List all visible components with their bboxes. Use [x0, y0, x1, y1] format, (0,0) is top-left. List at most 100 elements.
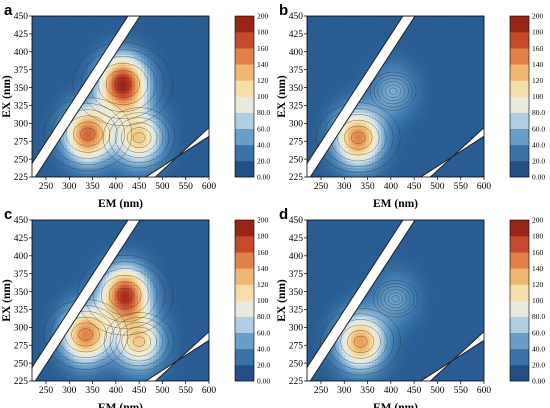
heatmap-cell — [339, 28, 343, 33]
heatmap-cell — [348, 64, 352, 68]
heatmap-cell — [194, 28, 198, 33]
heatmap-cell — [152, 44, 157, 49]
heatmap-cell — [185, 22, 189, 27]
heatmap-cell — [407, 57, 411, 62]
heatmap-cell — [120, 93, 124, 97]
heatmap-cell — [307, 16, 311, 20]
heatmap-cell — [111, 131, 115, 136]
heatmap-cell — [413, 109, 417, 113]
heatmap-cell — [307, 28, 311, 33]
heatmap-cell — [309, 38, 314, 43]
heatmap-cell — [32, 102, 36, 107]
heatmap-cell — [117, 22, 121, 27]
heatmap-cell — [32, 16, 36, 20]
heatmap-cell — [167, 115, 172, 120]
colorbar-label: 180 — [257, 28, 269, 37]
heatmap-cell — [73, 38, 77, 43]
heatmap-cell — [318, 77, 323, 81]
heatmap-cell — [40, 90, 45, 94]
heatmap-cell — [70, 70, 74, 75]
heatmap-cell — [170, 112, 174, 117]
heatmap-cell — [360, 128, 364, 133]
heatmap-cell — [114, 67, 118, 72]
heatmap-cell — [321, 57, 326, 62]
heatmap-cell — [336, 164, 340, 168]
heatmap-cell — [123, 70, 127, 75]
heatmap-cell — [135, 22, 139, 27]
heatmap-cell — [392, 96, 396, 101]
heatmap-cell — [135, 128, 139, 133]
heatmap-cell — [363, 128, 367, 133]
heatmap-cell — [404, 131, 408, 136]
heatmap-cell — [363, 61, 367, 65]
heatmap-cell — [152, 160, 157, 165]
heatmap-cell — [401, 44, 405, 49]
heatmap-cell — [61, 93, 65, 97]
heatmap-cell — [164, 54, 169, 59]
heatmap-cell — [368, 102, 373, 107]
heatmap-cell — [336, 170, 340, 175]
heatmap-cell — [307, 77, 311, 81]
heatmap-cell — [182, 38, 186, 43]
heatmap-cell — [410, 170, 414, 175]
heatmap-cell — [345, 122, 349, 126]
heatmap-cell — [82, 80, 86, 85]
heatmap-cell — [416, 160, 420, 165]
heatmap-cell — [339, 170, 343, 175]
heatmap-cell — [386, 115, 390, 120]
heatmap-cell — [61, 22, 65, 27]
heatmap-cell — [318, 135, 323, 139]
heatmap-cell — [152, 96, 157, 101]
heatmap-cell — [342, 151, 346, 155]
heatmap-cell — [380, 77, 385, 81]
heatmap-cell — [129, 35, 133, 39]
heatmap-cell — [321, 167, 326, 171]
heatmap-cell — [108, 67, 113, 72]
heatmap-cell — [96, 135, 101, 139]
heatmap-cell — [401, 48, 405, 52]
heatmap-cell — [374, 32, 379, 36]
heatmap-cell — [138, 41, 142, 46]
heatmap-cell — [345, 22, 349, 27]
heatmap-cell — [371, 38, 376, 43]
heatmap-cell — [170, 64, 174, 68]
heatmap-cell — [67, 131, 71, 136]
heatmap-cell — [161, 61, 166, 65]
heatmap-cell — [76, 22, 80, 27]
heatmap-cell — [377, 128, 382, 133]
heatmap-cell — [117, 93, 121, 97]
heatmap-cell — [150, 25, 154, 30]
heatmap-cell — [32, 93, 36, 97]
heatmap-cell — [111, 16, 115, 20]
heatmap-cell — [55, 32, 59, 36]
heatmap-cell — [34, 54, 39, 59]
heatmap-cell — [46, 22, 51, 27]
heatmap-cell — [144, 115, 148, 120]
heatmap-cell — [318, 90, 323, 94]
heatmap-cell — [401, 86, 405, 91]
heatmap-cell — [132, 99, 136, 104]
heatmap-cell — [366, 32, 370, 36]
heatmap-cell — [88, 54, 92, 59]
heatmap-cell — [342, 48, 346, 52]
heatmap-cell — [410, 28, 414, 33]
heatmap-cell — [321, 170, 326, 175]
heatmap-cell — [330, 148, 334, 152]
heatmap-cell — [336, 61, 340, 65]
heatmap-cell — [144, 90, 148, 94]
heatmap-cell — [351, 48, 355, 52]
heatmap-cell — [117, 144, 121, 149]
heatmap-cell — [55, 44, 59, 49]
heatmap-cell — [197, 167, 201, 171]
heatmap-cell — [200, 148, 204, 152]
heatmap-cell — [161, 106, 166, 110]
heatmap-cell — [182, 64, 186, 68]
heatmap-cell — [102, 80, 107, 85]
heatmap-cell — [179, 102, 183, 107]
heatmap-cell — [368, 157, 373, 162]
heatmap-cell — [404, 112, 408, 117]
heatmap-cell — [315, 35, 320, 39]
heatmap-cell — [61, 67, 65, 72]
heatmap-cell — [386, 164, 390, 168]
heatmap-cell — [120, 141, 124, 146]
